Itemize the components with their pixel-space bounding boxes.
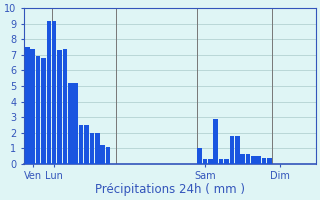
Bar [213,119,218,164]
Bar [203,159,207,164]
Bar [90,133,94,164]
Bar [106,147,110,164]
Bar [63,49,67,164]
Bar [79,125,84,164]
Bar [224,159,229,164]
Bar [208,159,212,164]
Bar [84,125,89,164]
X-axis label: Précipitations 24h ( mm ): Précipitations 24h ( mm ) [95,183,245,196]
Bar [262,158,267,164]
Bar [52,21,57,164]
Bar [57,50,62,164]
Bar [74,83,78,164]
Bar [95,133,100,164]
Bar [219,159,223,164]
Bar [251,156,256,164]
Bar [197,148,202,164]
Bar [257,156,261,164]
Bar [36,56,40,164]
Bar [246,154,250,164]
Bar [267,158,272,164]
Bar [229,136,234,164]
Bar [235,136,240,164]
Bar [30,49,35,164]
Bar [46,21,51,164]
Bar [240,154,245,164]
Bar [100,145,105,164]
Bar [25,47,29,164]
Bar [41,58,46,164]
Bar [68,83,73,164]
